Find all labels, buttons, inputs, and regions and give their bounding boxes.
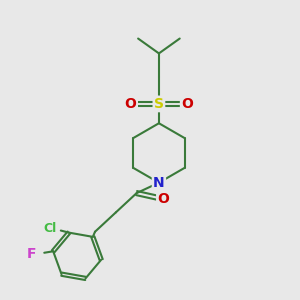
Text: F: F xyxy=(27,247,37,261)
Text: N: N xyxy=(153,176,165,190)
Text: S: S xyxy=(154,97,164,111)
Text: Cl: Cl xyxy=(43,222,56,235)
Text: O: O xyxy=(125,97,136,111)
Text: O: O xyxy=(158,192,169,206)
Text: O: O xyxy=(181,97,193,111)
